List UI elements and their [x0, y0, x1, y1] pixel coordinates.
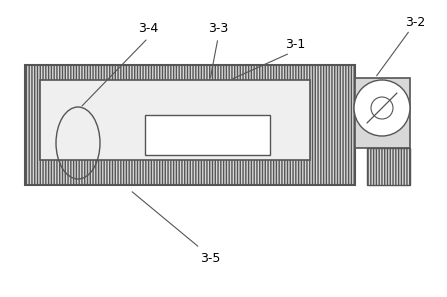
Bar [355, 78, 410, 148]
Bar [40, 80, 310, 160]
Bar [25, 65, 355, 185]
Bar [145, 115, 270, 155]
Text: 3-5: 3-5 [200, 252, 220, 265]
Text: 3-3: 3-3 [208, 21, 228, 34]
Bar [25, 65, 355, 185]
Bar [367, 148, 410, 185]
Circle shape [354, 80, 410, 136]
Bar [367, 148, 410, 185]
Text: 3-4: 3-4 [138, 21, 158, 34]
Text: 3-2: 3-2 [405, 15, 425, 29]
Text: 3-1: 3-1 [285, 39, 305, 51]
